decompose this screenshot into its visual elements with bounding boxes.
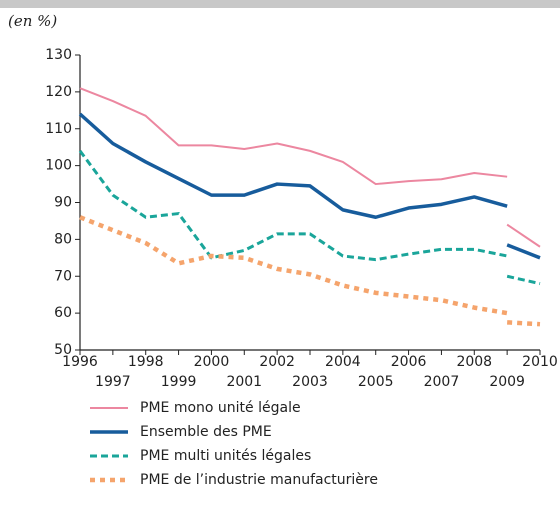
y-tick-label: 90 xyxy=(54,195,72,211)
y-tick-label: 70 xyxy=(54,268,72,284)
x-tick-label: 2010 xyxy=(522,354,558,370)
series-line xyxy=(78,149,541,286)
series-line xyxy=(78,112,541,260)
y-tick-label: 120 xyxy=(45,84,72,100)
y-tick-label: 130 xyxy=(45,47,72,63)
x-tick-label: 2009 xyxy=(489,374,525,390)
series-line xyxy=(79,215,541,327)
legend-label: Ensemble des PME xyxy=(140,424,272,440)
x-tick-label: 1998 xyxy=(128,354,164,370)
x-tick-label: 2000 xyxy=(194,354,230,370)
y-tick-label: 80 xyxy=(54,231,72,247)
legend-label: PME mono unité légale xyxy=(140,400,301,416)
y-tick-label: 100 xyxy=(45,158,72,174)
series-line xyxy=(79,87,541,248)
x-tick-label: 2002 xyxy=(259,354,295,370)
x-tick-label: 2008 xyxy=(456,354,492,370)
x-tick-label: 1996 xyxy=(62,354,98,370)
top-bar xyxy=(0,0,560,8)
x-tick-label: 2005 xyxy=(358,374,394,390)
x-tick-label: 2004 xyxy=(325,354,361,370)
unit-note: (en %) xyxy=(8,12,57,30)
x-tick-label: 2001 xyxy=(226,374,262,390)
legend-label: PME multi unités légales xyxy=(140,448,311,464)
x-tick-label: 1997 xyxy=(95,374,131,390)
y-tick-label: 50 xyxy=(54,342,72,358)
legend-label: PME de l’industrie manufacturière xyxy=(140,472,378,488)
y-tick-label: 110 xyxy=(45,121,72,137)
y-tick-label: 60 xyxy=(54,305,72,321)
x-tick-label: 2006 xyxy=(391,354,427,370)
x-tick-label: 2003 xyxy=(292,374,328,390)
x-tick-label: 1999 xyxy=(161,374,197,390)
x-tick-label: 2007 xyxy=(424,374,460,390)
